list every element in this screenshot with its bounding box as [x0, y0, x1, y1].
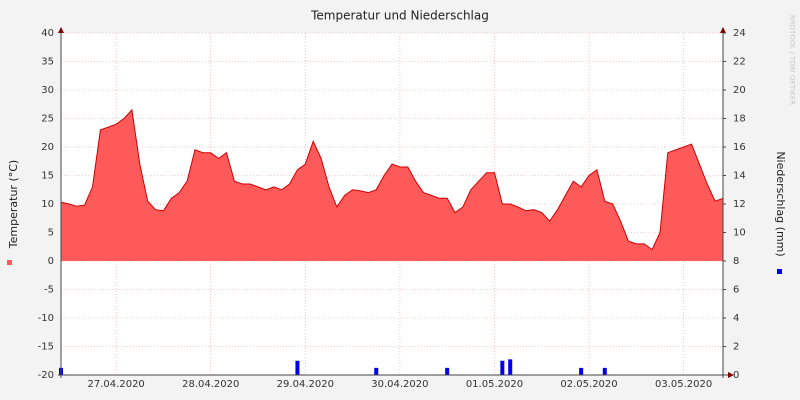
y-tick-label: 35 [41, 57, 54, 68]
x-tick-label: 30.04.2020 [371, 379, 428, 390]
y2-tick-label: 8 [733, 256, 739, 267]
y-tick-label: 5 [48, 228, 54, 239]
y2-tick-label: 16 [733, 142, 746, 153]
y-tick-label: -10 [38, 313, 54, 324]
bar [445, 367, 450, 375]
y-tick-label: 15 [41, 171, 54, 182]
x-tick-label: 27.04.2020 [88, 379, 145, 390]
y2-tick-label: 12 [733, 199, 746, 210]
area-outline [60, 108, 724, 251]
legend-swatch [777, 269, 782, 274]
y2-tick-label: 20 [733, 85, 746, 96]
y2-tick-label: 6 [733, 285, 739, 296]
y2-tick-label: 10 [733, 228, 746, 239]
y2-tick-label: 0 [733, 370, 739, 381]
x-tick-label: 29.04.2020 [277, 379, 334, 390]
x-tick-label: 03.05.2020 [655, 379, 712, 390]
x-tick-label: 02.05.2020 [560, 379, 617, 390]
y-tick-label: -5 [44, 285, 54, 296]
y-tick-label: -15 [38, 342, 54, 353]
y-tick-label: 0 [48, 256, 54, 267]
axis-arrow [720, 27, 726, 33]
y2-tick-label: 24 [733, 28, 746, 39]
y-tick-label: 10 [41, 199, 54, 210]
bar [295, 360, 300, 375]
area [61, 109, 723, 262]
y-tick-label: 25 [41, 114, 54, 125]
watermark: RRDTOOL / TOBI OETIKER [788, 15, 796, 105]
y-tick-label: 40 [41, 28, 54, 39]
axis-arrow [728, 372, 734, 378]
chart-title: Temperatur und Niederschlag [310, 9, 489, 23]
bar [579, 367, 584, 375]
y2-tick-label: 4 [733, 313, 739, 324]
y2-tick-label: 2 [733, 342, 739, 353]
legend-swatch [7, 260, 12, 265]
y2-tick-label: 22 [733, 57, 746, 68]
y-tick-label: 30 [41, 85, 54, 96]
bar [374, 367, 379, 375]
y-axis-title: Temperatur (°C) [7, 160, 20, 249]
y2-tick-label: 18 [733, 114, 746, 125]
y-tick-label: -20 [38, 370, 54, 381]
axis-arrow [58, 27, 64, 33]
y-tick-label: 20 [41, 142, 54, 153]
x-tick-label: 28.04.2020 [182, 379, 239, 390]
y2-axis-title: Niederschlag (mm) [774, 151, 787, 256]
y2-tick-label: 14 [733, 171, 746, 182]
x-tick-label: 01.05.2020 [466, 379, 523, 390]
bar [602, 367, 607, 375]
bar [508, 359, 513, 375]
bar [500, 360, 505, 375]
